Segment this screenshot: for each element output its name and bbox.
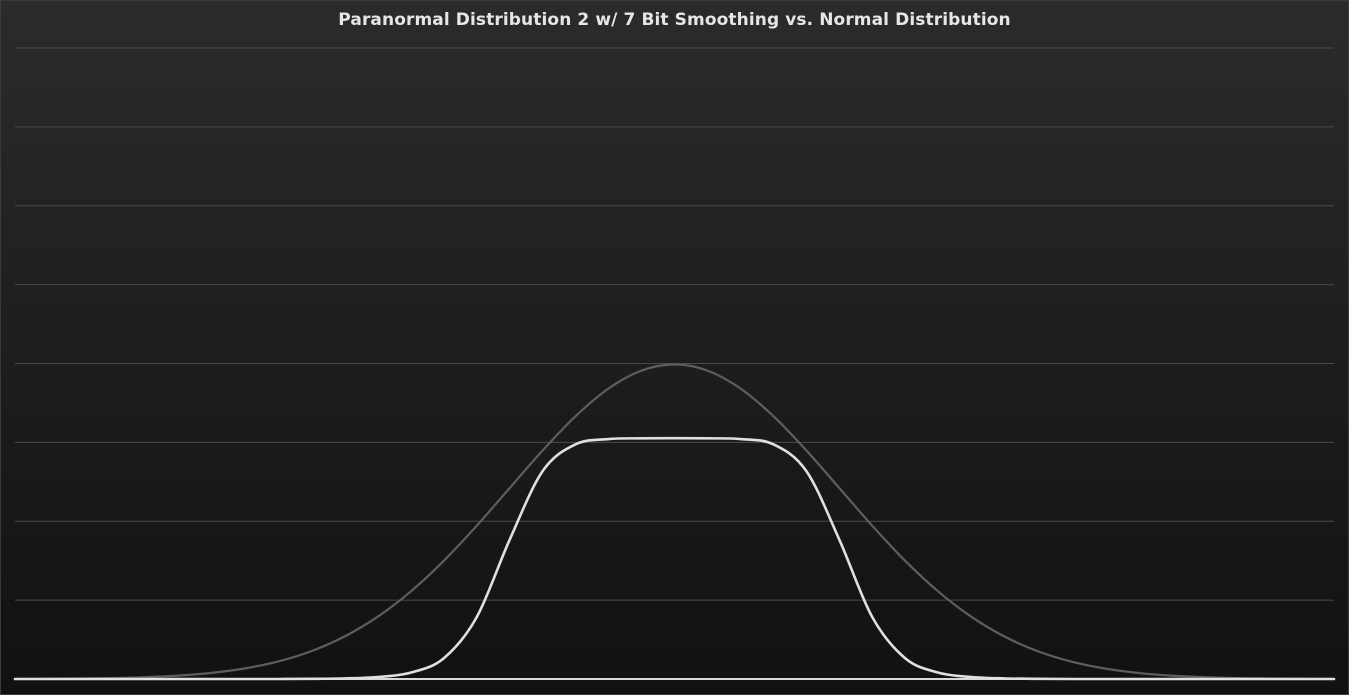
series-line-2 — [13, 436, 1336, 681]
chart-title: Paranormal Distribution 2 w/ 7 Bit Smoot… — [338, 10, 1011, 30]
series-line-1 — [13, 363, 1336, 681]
series-layer — [13, 363, 1336, 681]
